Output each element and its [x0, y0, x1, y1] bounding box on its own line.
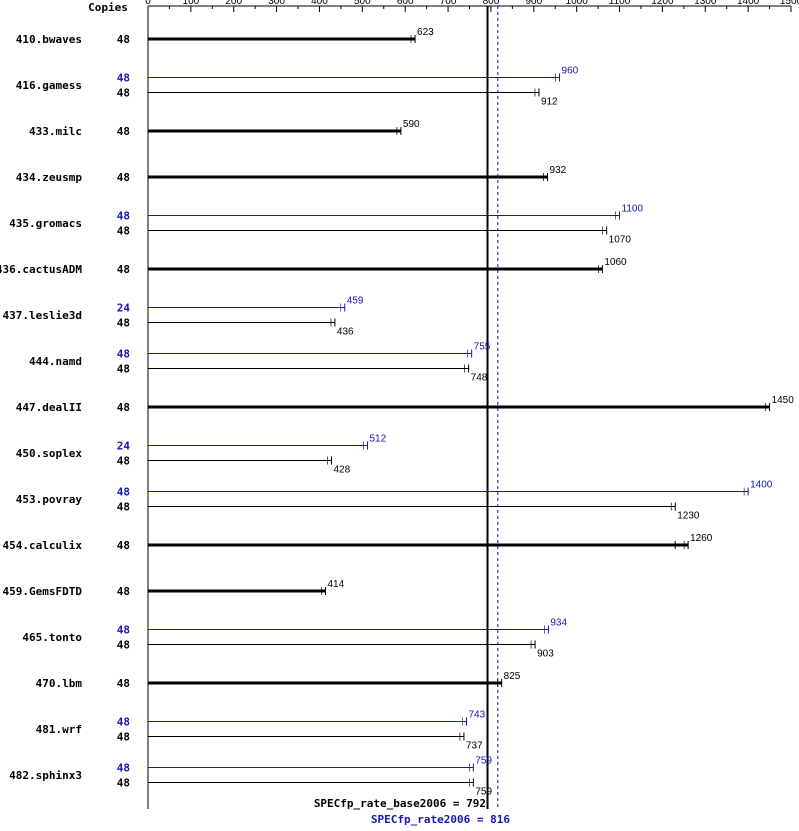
- base-value: 414: [327, 579, 344, 590]
- base-copies: 48: [117, 539, 130, 552]
- axis-tick-label: 900: [525, 0, 542, 7]
- axis-tick-label: 1200: [651, 0, 674, 7]
- base-copies: 48: [117, 401, 130, 414]
- axis-tick-label: 200: [225, 0, 242, 7]
- axis-tick-label: 1400: [737, 0, 760, 7]
- peak-copies: 24: [117, 440, 131, 453]
- base-value: 903: [537, 649, 554, 660]
- axis-tick-label: 600: [397, 0, 414, 7]
- axis-tick-label: 300: [268, 0, 285, 7]
- base-value: 436: [337, 327, 354, 338]
- benchmark-label: 437.leslie3d: [3, 309, 82, 322]
- base-value: 737: [466, 741, 483, 752]
- base-copies: 48: [117, 639, 130, 652]
- benchmark-label: 454.calculix: [3, 539, 83, 552]
- peak-copies: 48: [117, 210, 130, 223]
- peak-value: 743: [468, 710, 485, 721]
- base-copies: 48: [117, 677, 130, 690]
- base-copies: 48: [117, 317, 130, 330]
- base-value: 825: [504, 671, 521, 682]
- base-value: 748: [471, 373, 488, 384]
- benchmark-label: 450.soplex: [16, 447, 83, 460]
- base-copies: 48: [117, 87, 130, 100]
- base-copies: 48: [117, 363, 130, 376]
- base-copies: 48: [117, 171, 130, 184]
- base-value: 759: [475, 787, 492, 798]
- base-copies: 48: [117, 33, 130, 46]
- peak-copies: 48: [117, 716, 130, 729]
- base-value: 428: [333, 465, 350, 476]
- base-copies: 48: [117, 455, 130, 468]
- peak-value: 1100: [622, 204, 644, 215]
- axis-tick-label: 1500: [780, 0, 799, 7]
- benchmark-label: 410.bwaves: [16, 33, 82, 46]
- base-value: 1070: [609, 235, 632, 246]
- peak-copies: 48: [117, 72, 130, 85]
- benchmark-label: 416.gamess: [16, 79, 82, 92]
- benchmark-label: 436.cactusADM: [0, 263, 82, 276]
- base-copies: 48: [117, 263, 130, 276]
- peak-copies: 24: [117, 302, 131, 315]
- peak-value: 512: [369, 434, 386, 445]
- base-copies: 48: [117, 125, 130, 138]
- axis-tick-label: 400: [311, 0, 328, 7]
- base-value: 1450: [772, 395, 795, 406]
- peak-value: 459: [347, 296, 364, 307]
- benchmark-label: 465.tonto: [22, 631, 82, 644]
- base-value: 1060: [604, 257, 627, 268]
- base-value: 1260: [690, 533, 713, 544]
- base-value: 1230: [677, 511, 700, 522]
- benchmark-label: 447.dealII: [16, 401, 82, 414]
- spec-chart: 0 100 200 300 400 500 600 700 800 900 1000 1100 1200…: [0, 0, 799, 831]
- benchmark-label: 459.GemsFDTD: [3, 585, 83, 598]
- peak-copies: 48: [117, 348, 130, 361]
- peak-value: 960: [562, 66, 579, 77]
- peak-copies: 48: [117, 486, 130, 499]
- benchmark-label: 435.gromacs: [9, 217, 82, 230]
- base-copies: 48: [117, 731, 130, 744]
- axis-tick-label: 1300: [694, 0, 717, 7]
- axis-tick-label: 800: [483, 0, 500, 7]
- base-value: 590: [403, 119, 420, 130]
- axis-label: Copies: [88, 1, 128, 14]
- base-value: 912: [541, 97, 558, 108]
- base-summary-label: SPECfp_rate_base2006 = 792: [314, 797, 486, 810]
- axis-tick-label: 700: [440, 0, 457, 7]
- axis-tick-label: 1000: [566, 0, 589, 7]
- axis-tick-label: 500: [354, 0, 371, 7]
- peak-value: 759: [475, 756, 492, 767]
- base-copies: 48: [117, 777, 130, 790]
- benchmark-label: 444.namd: [29, 355, 82, 368]
- peak-value: 1400: [750, 480, 773, 491]
- benchmark-label: 453.povray: [16, 493, 83, 506]
- axis-tick-label: 100: [183, 0, 200, 7]
- benchmark-label: 482.sphinx3: [9, 769, 82, 782]
- peak-value: 934: [550, 618, 567, 629]
- base-copies: 48: [117, 225, 130, 238]
- peak-copies: 48: [117, 624, 130, 637]
- benchmark-label: 433.milc: [29, 125, 82, 138]
- base-copies: 48: [117, 501, 130, 514]
- axis-tick-label: 1100: [609, 0, 631, 7]
- base-value: 623: [417, 27, 434, 38]
- benchmark-label: 434.zeusmp: [16, 171, 83, 184]
- benchmark-label: 481.wrf: [36, 723, 82, 736]
- peak-value: 755: [474, 342, 491, 353]
- axis-tick-label: 0: [145, 0, 151, 7]
- peak-copies: 48: [117, 762, 130, 775]
- benchmark-label: 470.lbm: [36, 677, 83, 690]
- base-copies: 48: [117, 585, 130, 598]
- base-value: 932: [550, 165, 567, 176]
- peak-summary-label: SPECfp_rate2006 = 816: [371, 813, 510, 826]
